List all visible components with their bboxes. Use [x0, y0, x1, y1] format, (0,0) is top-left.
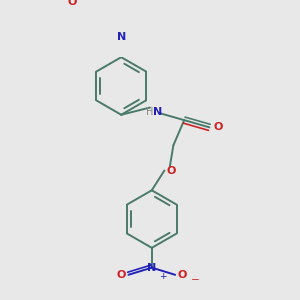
Text: O: O — [178, 270, 187, 280]
Text: +: + — [159, 272, 166, 281]
Text: N: N — [153, 107, 162, 117]
Text: N: N — [117, 32, 126, 42]
Text: O: O — [68, 0, 77, 7]
Text: O: O — [116, 270, 126, 280]
Text: −: − — [190, 275, 199, 285]
Text: O: O — [167, 166, 176, 176]
Text: O: O — [214, 122, 223, 132]
Text: N: N — [147, 262, 156, 273]
Text: H: H — [146, 107, 154, 117]
